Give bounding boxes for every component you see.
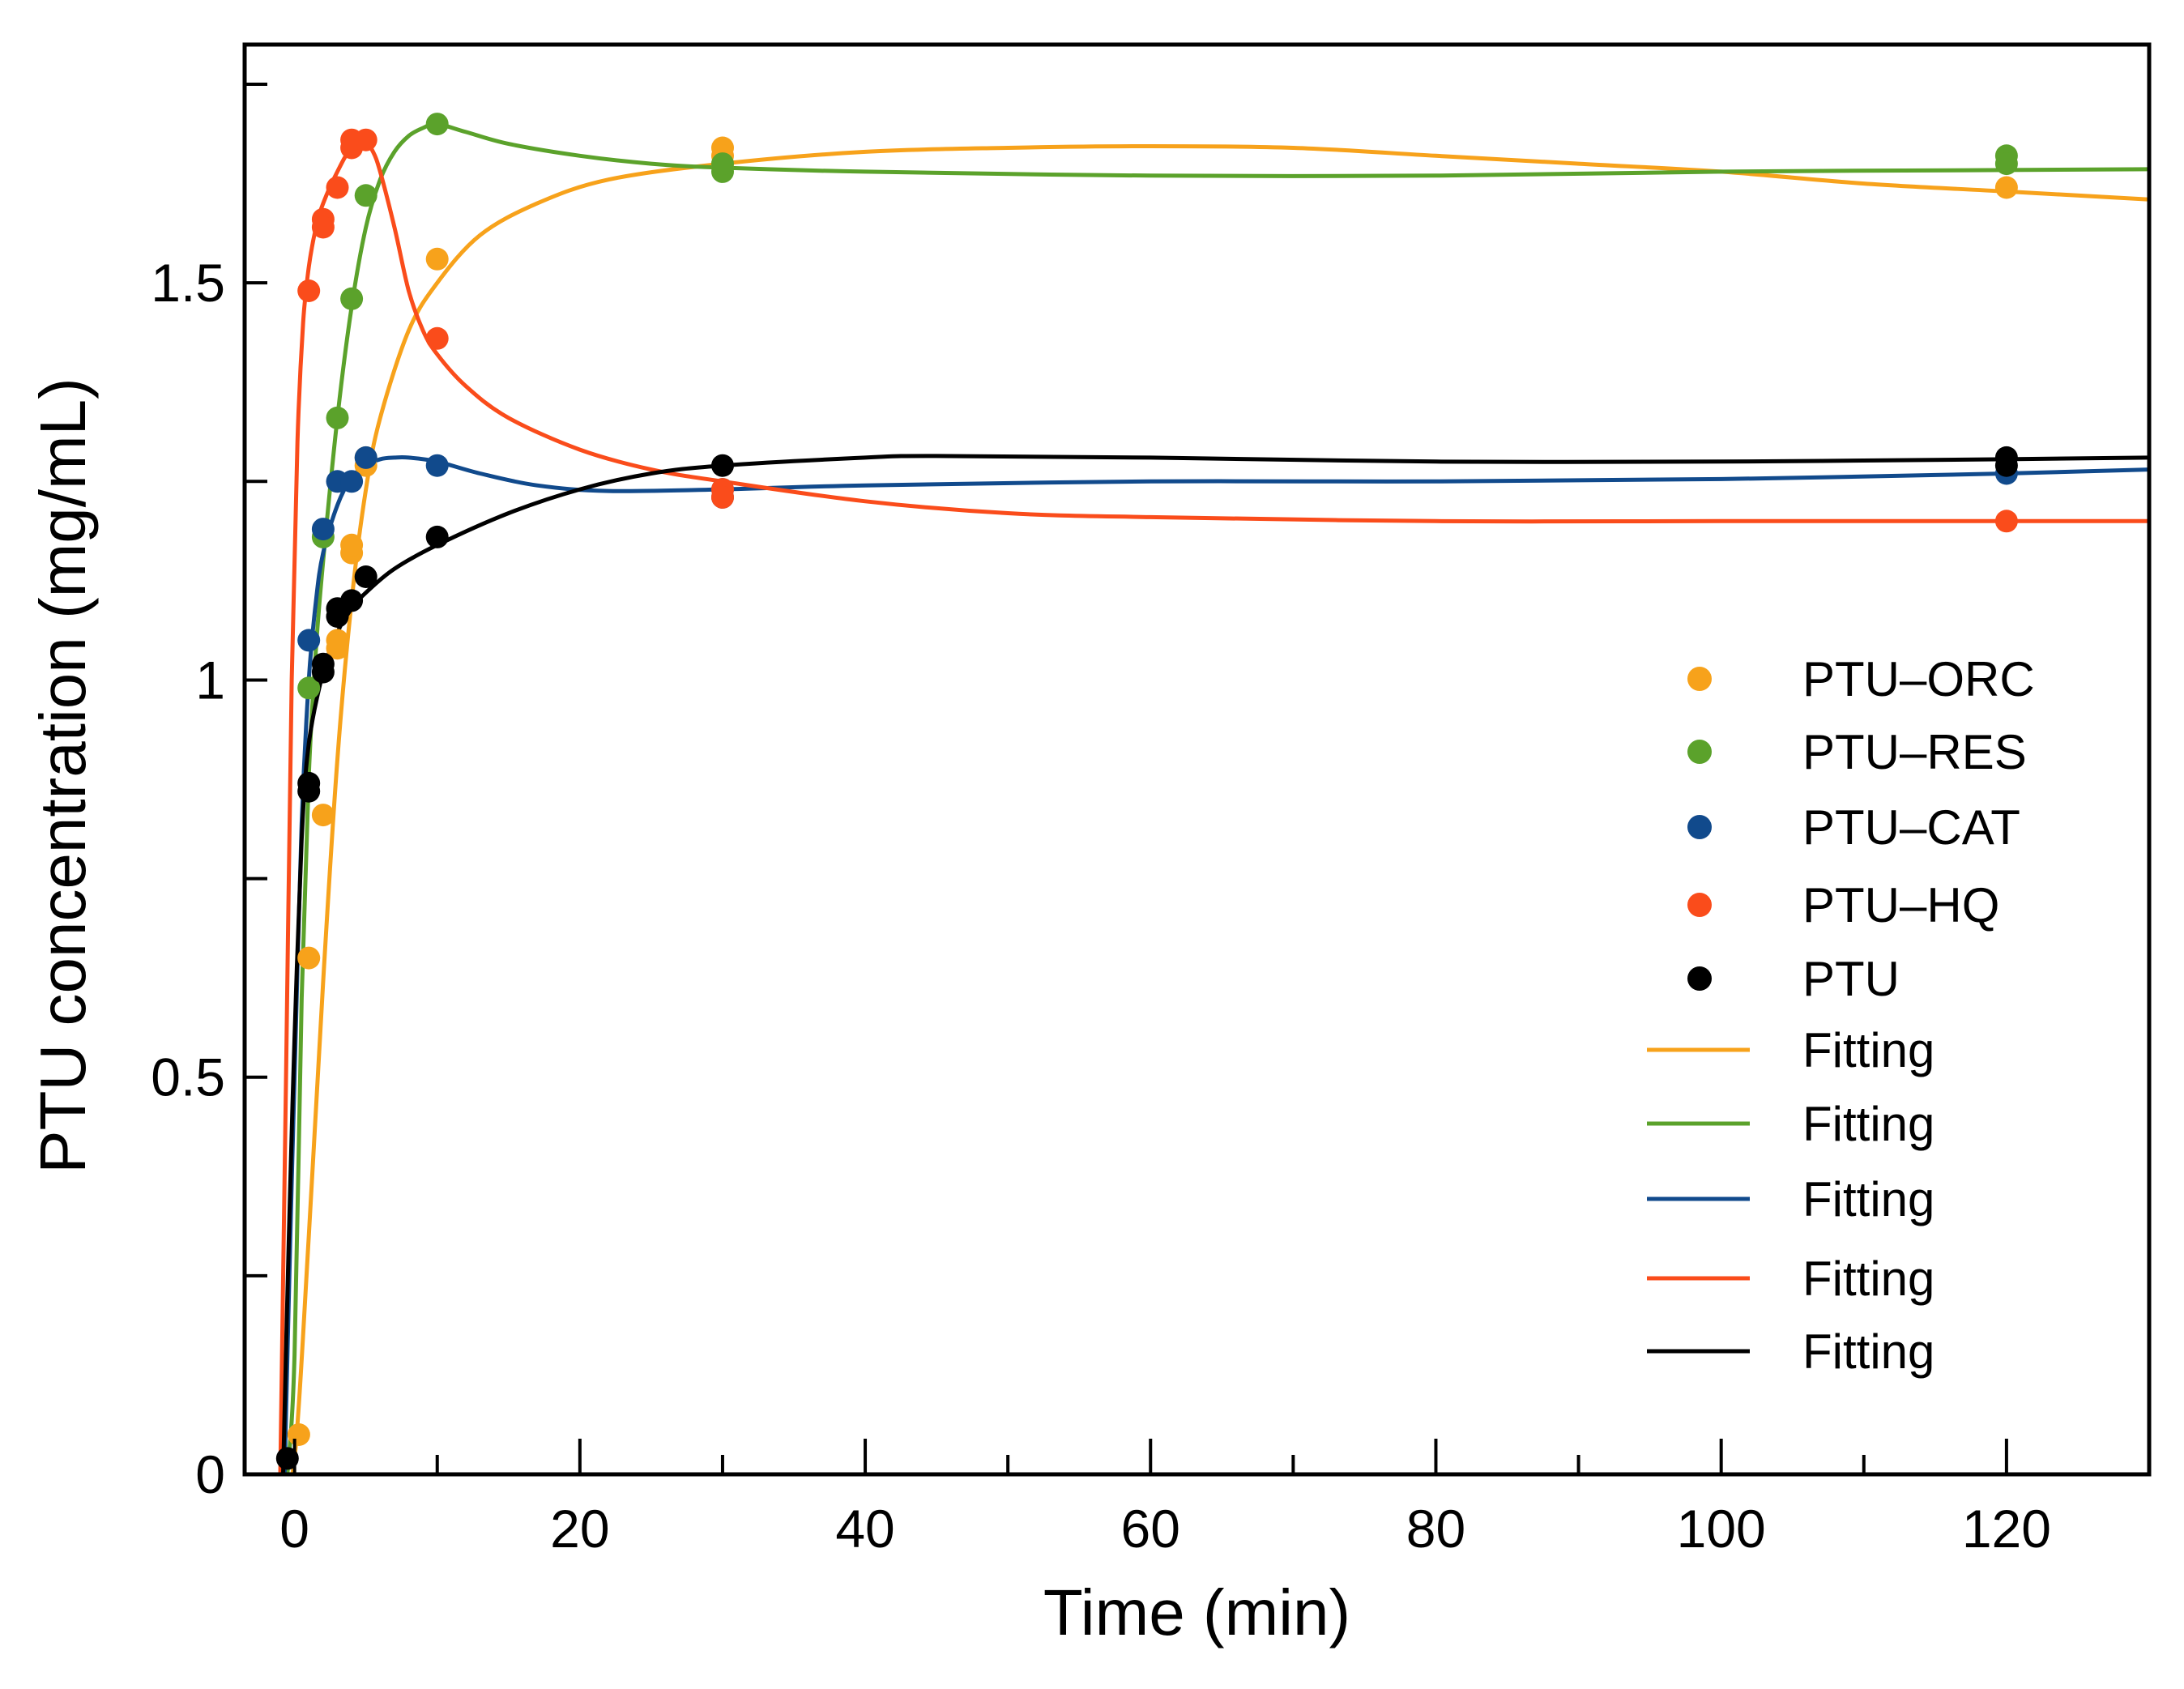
data-point-2-4 (354, 446, 378, 469)
x-tick-label: 40 (835, 1499, 894, 1559)
data-point-4-9 (425, 525, 449, 548)
data-point-0-0 (287, 1423, 310, 1446)
legend-fit-label-2: Fitting (1802, 1172, 1934, 1226)
data-point-1-3 (340, 287, 364, 310)
data-point-3-0 (297, 279, 321, 302)
legend-label-4: PTU (1802, 952, 1900, 1006)
data-point-2-5 (425, 454, 449, 477)
x-tick-label: 80 (1406, 1499, 1465, 1559)
legend-marker-1 (1687, 740, 1712, 764)
y-axis-label: PTU concentration (mg/mL) (27, 377, 99, 1174)
data-point-4-4 (311, 652, 335, 676)
legend-fit-label-1: Fitting (1802, 1097, 1934, 1151)
data-point-1-0 (297, 676, 321, 700)
legend-marker-3 (1687, 893, 1712, 917)
fit-curve-3 (278, 141, 2149, 1474)
y-tick-label: 1 (195, 650, 225, 710)
legend-marker-4 (1687, 966, 1712, 991)
y-tick-label: 0 (195, 1444, 225, 1504)
data-point-3-7 (425, 326, 449, 350)
x-tick-label: 60 (1121, 1499, 1180, 1559)
data-point-2-3 (340, 470, 364, 493)
x-tick-label: 20 (550, 1499, 609, 1559)
data-point-1-7 (711, 152, 734, 176)
data-point-4-10 (711, 454, 734, 477)
legend-fit-label-0: Fitting (1802, 1023, 1934, 1077)
legend-label-1: PTU–RES (1802, 725, 2027, 779)
legend-label-2: PTU–CAT (1802, 800, 2020, 855)
data-point-3-2 (311, 215, 335, 239)
data-point-3-6 (354, 128, 378, 151)
data-point-1-2 (326, 406, 349, 429)
data-point-4-8 (354, 565, 378, 588)
y-tick-label: 1.5 (151, 253, 225, 313)
legend-label-0: PTU–ORC (1802, 652, 2035, 706)
x-tick-label: 100 (1677, 1499, 1766, 1559)
legend-fit-label-3: Fitting (1802, 1252, 1934, 1306)
plot-frame (242, 42, 2152, 1477)
data-point-0-6 (340, 533, 364, 557)
data-point-0-1 (297, 946, 321, 970)
data-point-1-4 (354, 184, 378, 207)
legend: PTU–ORC PTU–RES PTU–CAT PTU–HQ PTU Fitting Fit… (1647, 652, 2035, 1379)
fit-curve-4 (281, 454, 2149, 1474)
data-point-0-2 (311, 804, 335, 827)
data-point-0-4 (326, 629, 349, 652)
legend-marker-0 (1687, 667, 1712, 691)
y-tick-label: 0.5 (151, 1047, 225, 1107)
legend-fit-label-4: Fitting (1802, 1324, 1934, 1379)
legend-label-3: PTU–HQ (1802, 878, 1999, 932)
axis-ticks: 0 20 40 60 80 100 120 0 0.5 1 1.5 (151, 83, 2051, 1559)
fit-curve-0 (281, 144, 2149, 1474)
x-axis-label: Time (min) (1043, 1576, 1350, 1648)
x-tick-label: 120 (1962, 1499, 2051, 1559)
data-point-3-9 (711, 485, 734, 509)
data-point-2-1 (311, 518, 335, 541)
data-point-3-10 (1994, 510, 2018, 533)
data-points (275, 113, 2018, 1470)
legend-marker-2 (1687, 815, 1712, 839)
data-point-2-0 (297, 629, 321, 652)
x-tick-label: 0 (279, 1499, 309, 1559)
data-point-4-7 (340, 589, 364, 612)
data-point-4-12 (1994, 454, 2018, 477)
data-point-1-9 (1994, 152, 2018, 176)
data-point-4-2 (297, 779, 321, 803)
data-point-1-5 (425, 113, 449, 136)
data-point-3-3 (326, 176, 349, 199)
data-point-0-9 (425, 247, 449, 271)
data-point-0-13 (1994, 176, 2018, 199)
